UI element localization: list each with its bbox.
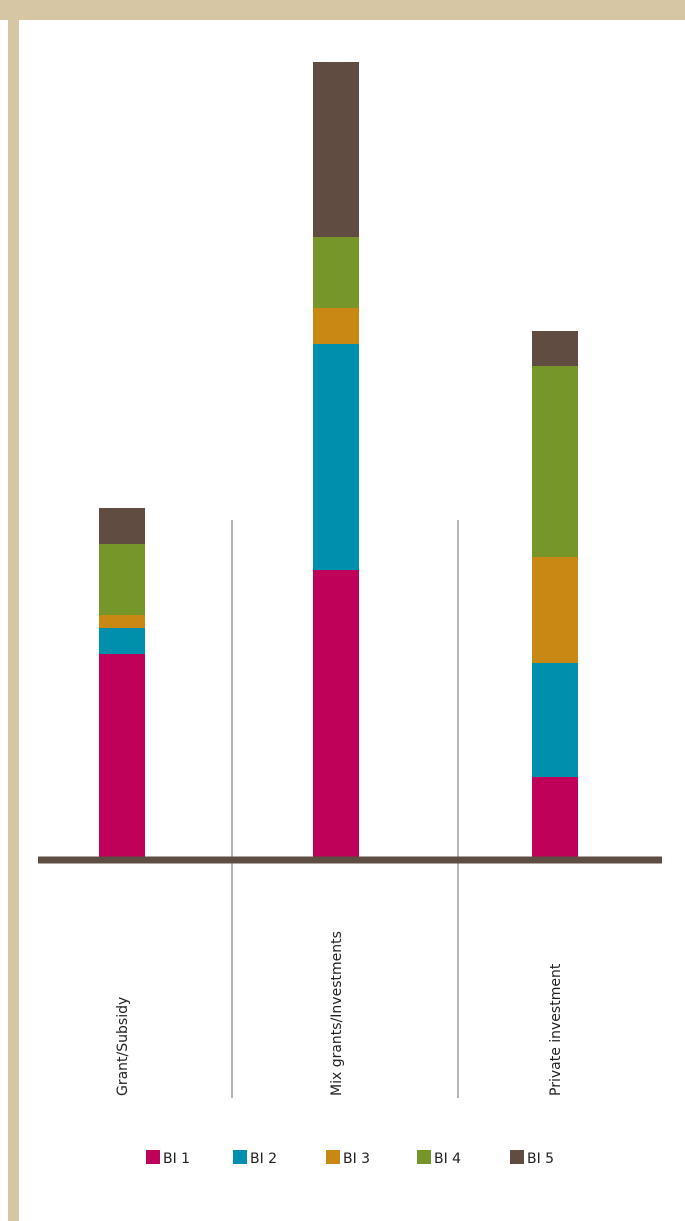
- bar-segment-grant-subsidy-bi-2: [99, 628, 145, 654]
- bar-segment-private-investment-bi-3: [532, 557, 578, 663]
- category-label-mix-grants-investments: Mix grants/Investments: [329, 931, 345, 1096]
- left-border: [8, 20, 19, 1221]
- category-label-private-investment: Private investment: [548, 963, 564, 1096]
- legend-swatch-bi-5: [510, 1150, 524, 1164]
- bar-segment-mix-grants-investments-bi-2: [313, 344, 359, 570]
- bar-segment-mix-grants-investments-bi-3: [313, 308, 359, 344]
- legend-swatch-bi-2: [233, 1150, 247, 1164]
- bar-stack-grant-subsidy: [99, 508, 145, 860]
- top-border: [0, 0, 685, 20]
- legend-item-bi-2: BI 2: [233, 1150, 277, 1167]
- legend-item-bi-5: BI 5: [510, 1150, 554, 1167]
- legend-label-bi-5: BI 5: [527, 1151, 554, 1167]
- legend-item-bi-1: BI 1: [146, 1150, 190, 1167]
- bar-segment-private-investment-bi-4: [532, 366, 578, 557]
- category-separators: [231, 520, 459, 1098]
- bar-segment-mix-grants-investments-bi-5: [313, 62, 359, 237]
- legend-item-bi-3: BI 3: [326, 1150, 370, 1167]
- bar-segment-grant-subsidy-bi-1: [99, 654, 145, 860]
- bar-segment-grant-subsidy-bi-3: [99, 615, 145, 628]
- legend: BI 1 BI 2 BI 3 BI 4 BI 5: [146, 1150, 554, 1167]
- legend-label-bi-4: BI 4: [434, 1151, 461, 1167]
- bar-segment-private-investment-bi-1: [532, 777, 578, 860]
- legend-label-bi-1: BI 1: [163, 1151, 190, 1167]
- bar-segment-grant-subsidy-bi-5: [99, 508, 145, 544]
- legend-swatch-bi-3: [326, 1150, 340, 1164]
- bar-segment-private-investment-bi-5: [532, 331, 578, 366]
- legend-item-bi-4: BI 4: [417, 1150, 461, 1167]
- bar-segment-grant-subsidy-bi-4: [99, 544, 145, 615]
- category-label-grant-subsidy: Grant/Subsidy: [115, 997, 131, 1096]
- bar-segment-mix-grants-investments-bi-1: [313, 570, 359, 860]
- bar-stacks: [99, 62, 578, 860]
- bar-segment-private-investment-bi-2: [532, 663, 578, 777]
- legend-label-bi-3: BI 3: [343, 1151, 370, 1167]
- bar-segment-mix-grants-investments-bi-4: [313, 237, 359, 308]
- legend-swatch-bi-4: [417, 1150, 431, 1164]
- bar-stack-mix-grants-investments: [313, 62, 359, 860]
- category-labels: Grant/Subsidy Mix grants/Investments Priva…: [115, 931, 564, 1096]
- legend-label-bi-2: BI 2: [250, 1151, 277, 1167]
- bar-stack-private-investment: [532, 331, 578, 860]
- legend-swatch-bi-1: [146, 1150, 160, 1164]
